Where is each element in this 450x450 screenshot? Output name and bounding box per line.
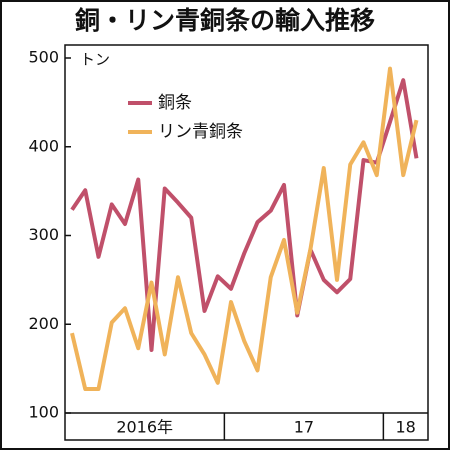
plot-frame — [64, 44, 429, 441]
y-tick-label: 100 — [28, 403, 59, 422]
y-tick-label: 500 — [28, 48, 59, 67]
x-group-label: 2016年 — [116, 418, 173, 437]
y-tick-label: 400 — [28, 136, 59, 155]
legend-label: 銅条 — [158, 93, 192, 113]
series-line — [70, 66, 419, 392]
y-unit: トン — [80, 51, 110, 69]
legend-label: リン青銅条 — [158, 122, 243, 142]
x-group-label: 18 — [396, 418, 416, 437]
chart-title: 銅・リン青銅条の輸入推移 — [75, 6, 375, 35]
y-tick-label: 200 — [28, 314, 59, 333]
series-line — [70, 78, 419, 352]
y-tick-label: 300 — [28, 225, 59, 244]
x-group-label: 17 — [294, 418, 314, 437]
